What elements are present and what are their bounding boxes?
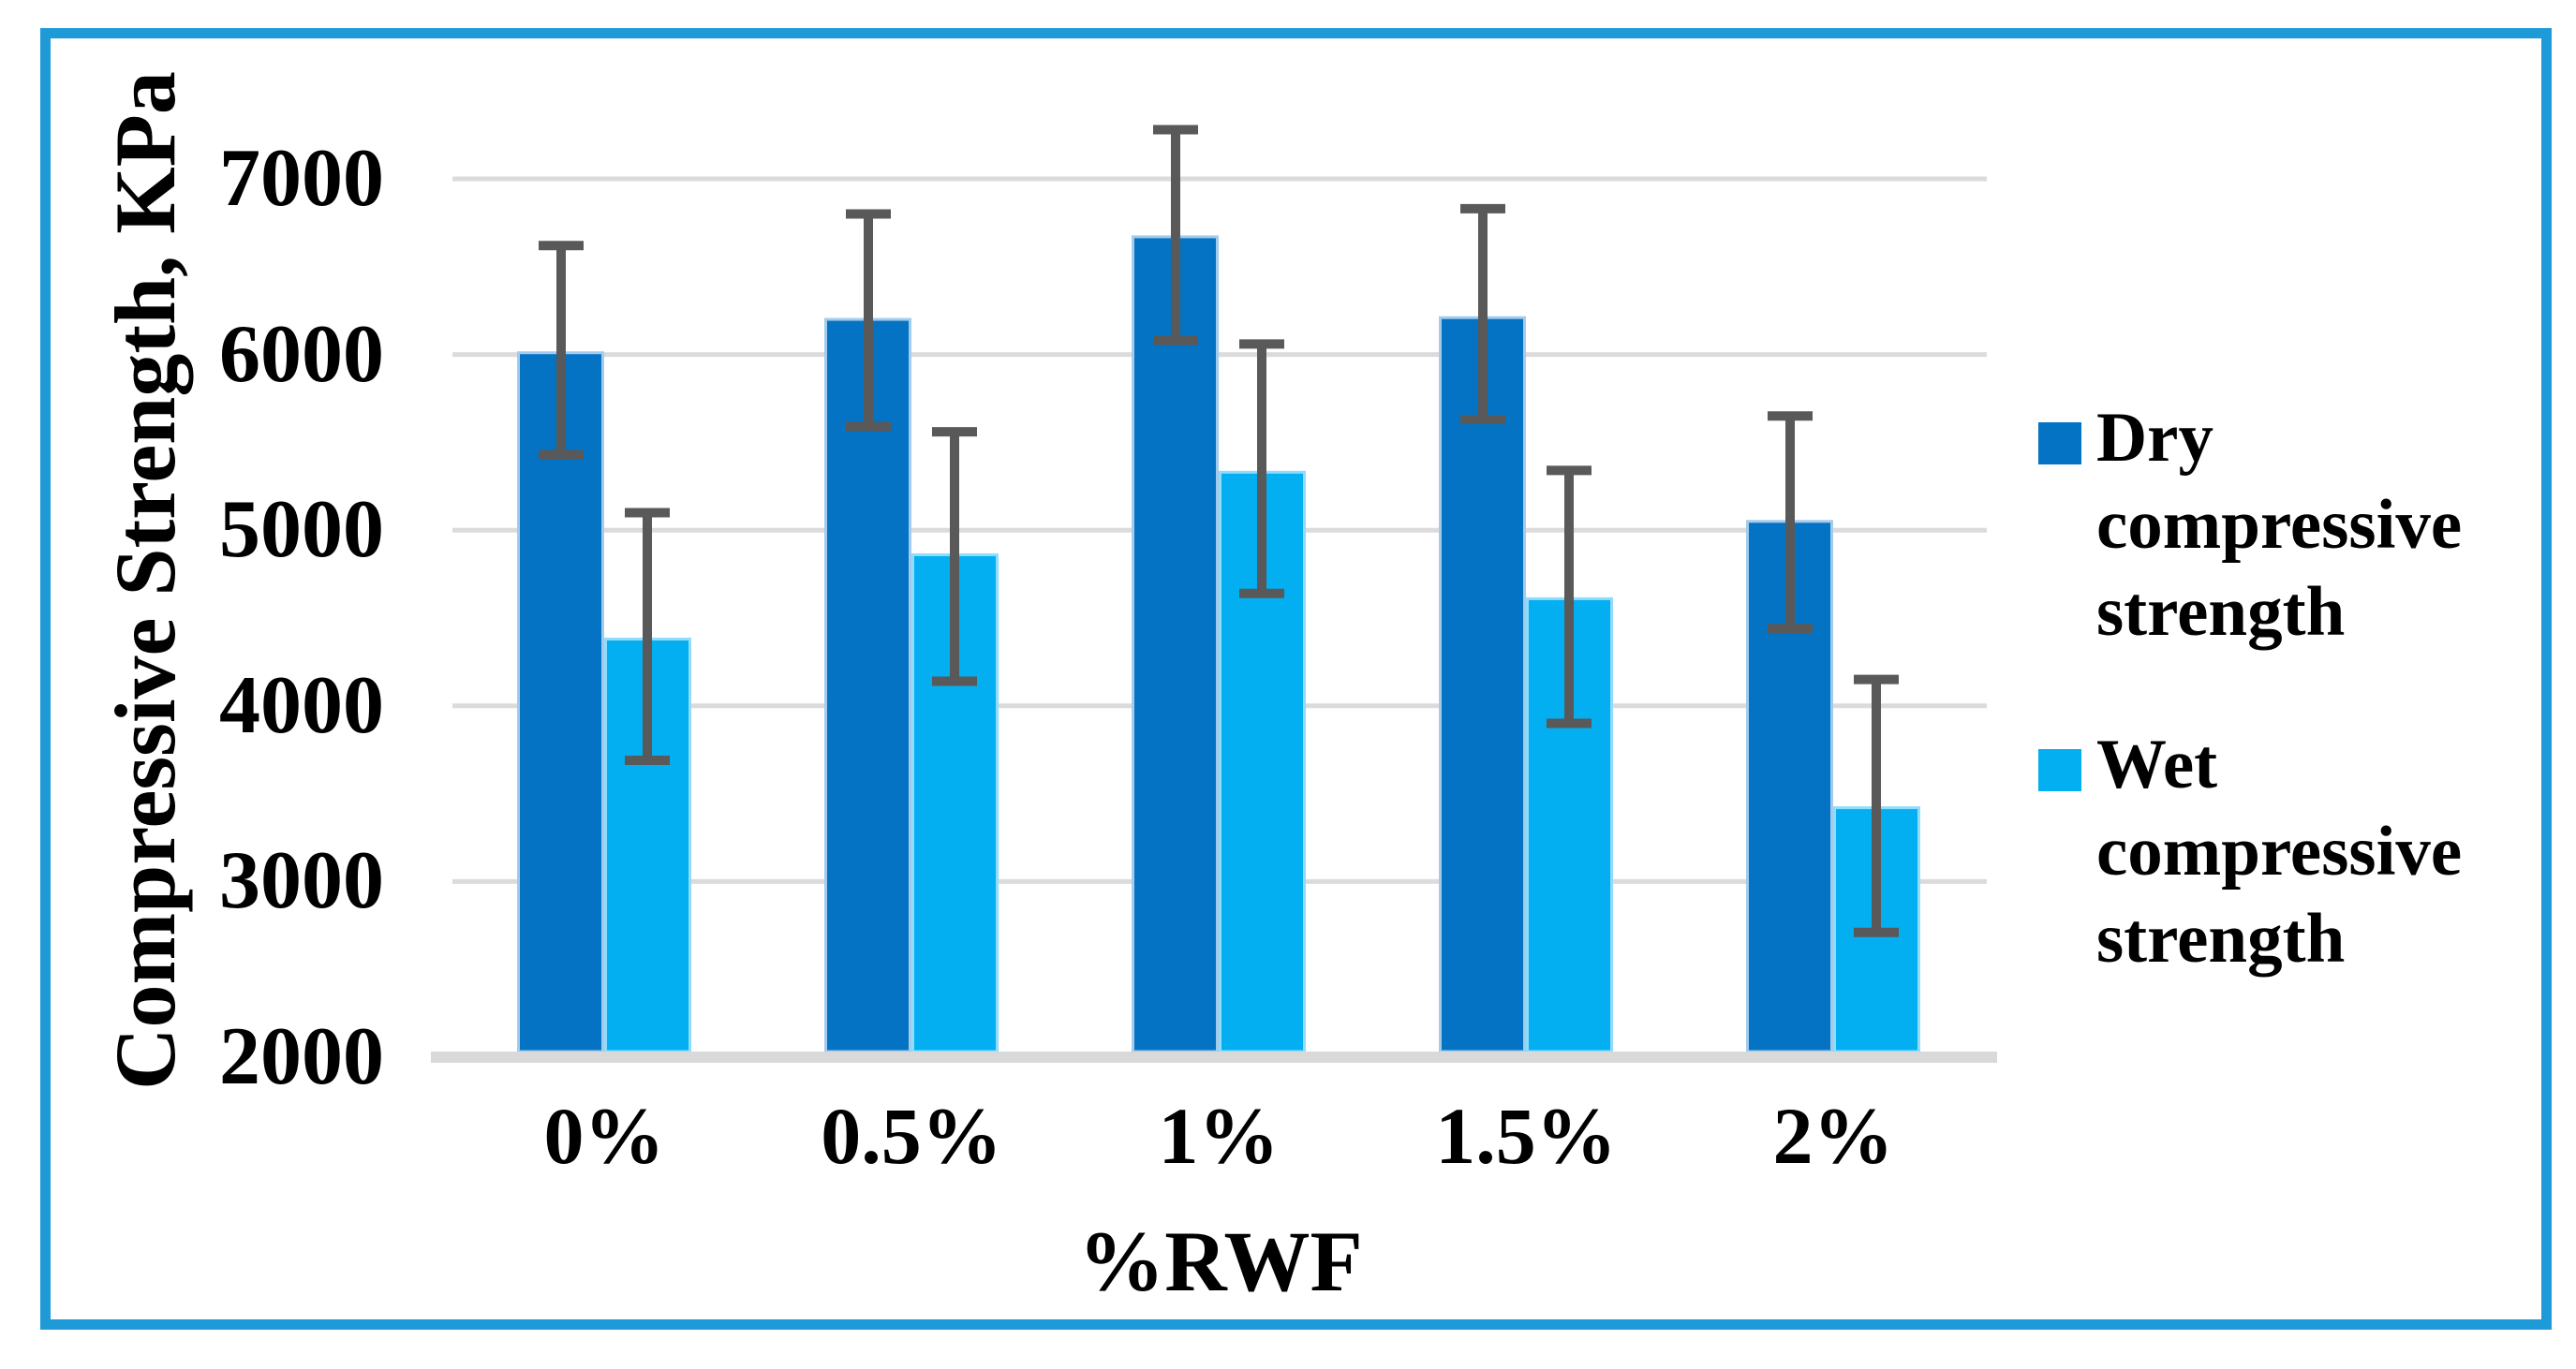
x-category-label: 1% — [1158, 1091, 1280, 1181]
legend-swatch-dry — [2038, 422, 2081, 464]
y-tick-label: 7000 — [219, 133, 384, 224]
y-tick-label: 3000 — [219, 835, 384, 927]
x-axis-line — [431, 1052, 1997, 1063]
y-tick-label: 5000 — [219, 484, 384, 576]
x-category-label: 0% — [543, 1091, 665, 1181]
dry-bar-1% — [1132, 235, 1219, 1053]
legend-item-dry: Dry compressive strength — [2038, 394, 2525, 655]
legend-item-wet: Wet compressive strength — [2038, 721, 2525, 982]
x-category-label: 0.5% — [821, 1091, 1002, 1181]
legend-swatch-wet — [2038, 749, 2081, 791]
legend: Dry compressive strength Wet compressive… — [2038, 394, 2525, 982]
x-category-label: 1.5% — [1435, 1091, 1617, 1181]
legend-label-wet: Wet compressive strength — [2096, 726, 2463, 978]
x-category-label: 2% — [1772, 1091, 1894, 1181]
legend-label-dry: Dry compressive strength — [2096, 399, 2463, 651]
dry-bar-1.5% — [1439, 316, 1526, 1053]
y-axis-title: Compressive Strength, KPa — [97, 71, 193, 1090]
y-tick-label: 2000 — [219, 1011, 384, 1102]
y-tick-label: 6000 — [219, 308, 384, 400]
y-tick-label: 4000 — [219, 659, 384, 751]
x-axis-title: %RWF — [1078, 1214, 1363, 1309]
